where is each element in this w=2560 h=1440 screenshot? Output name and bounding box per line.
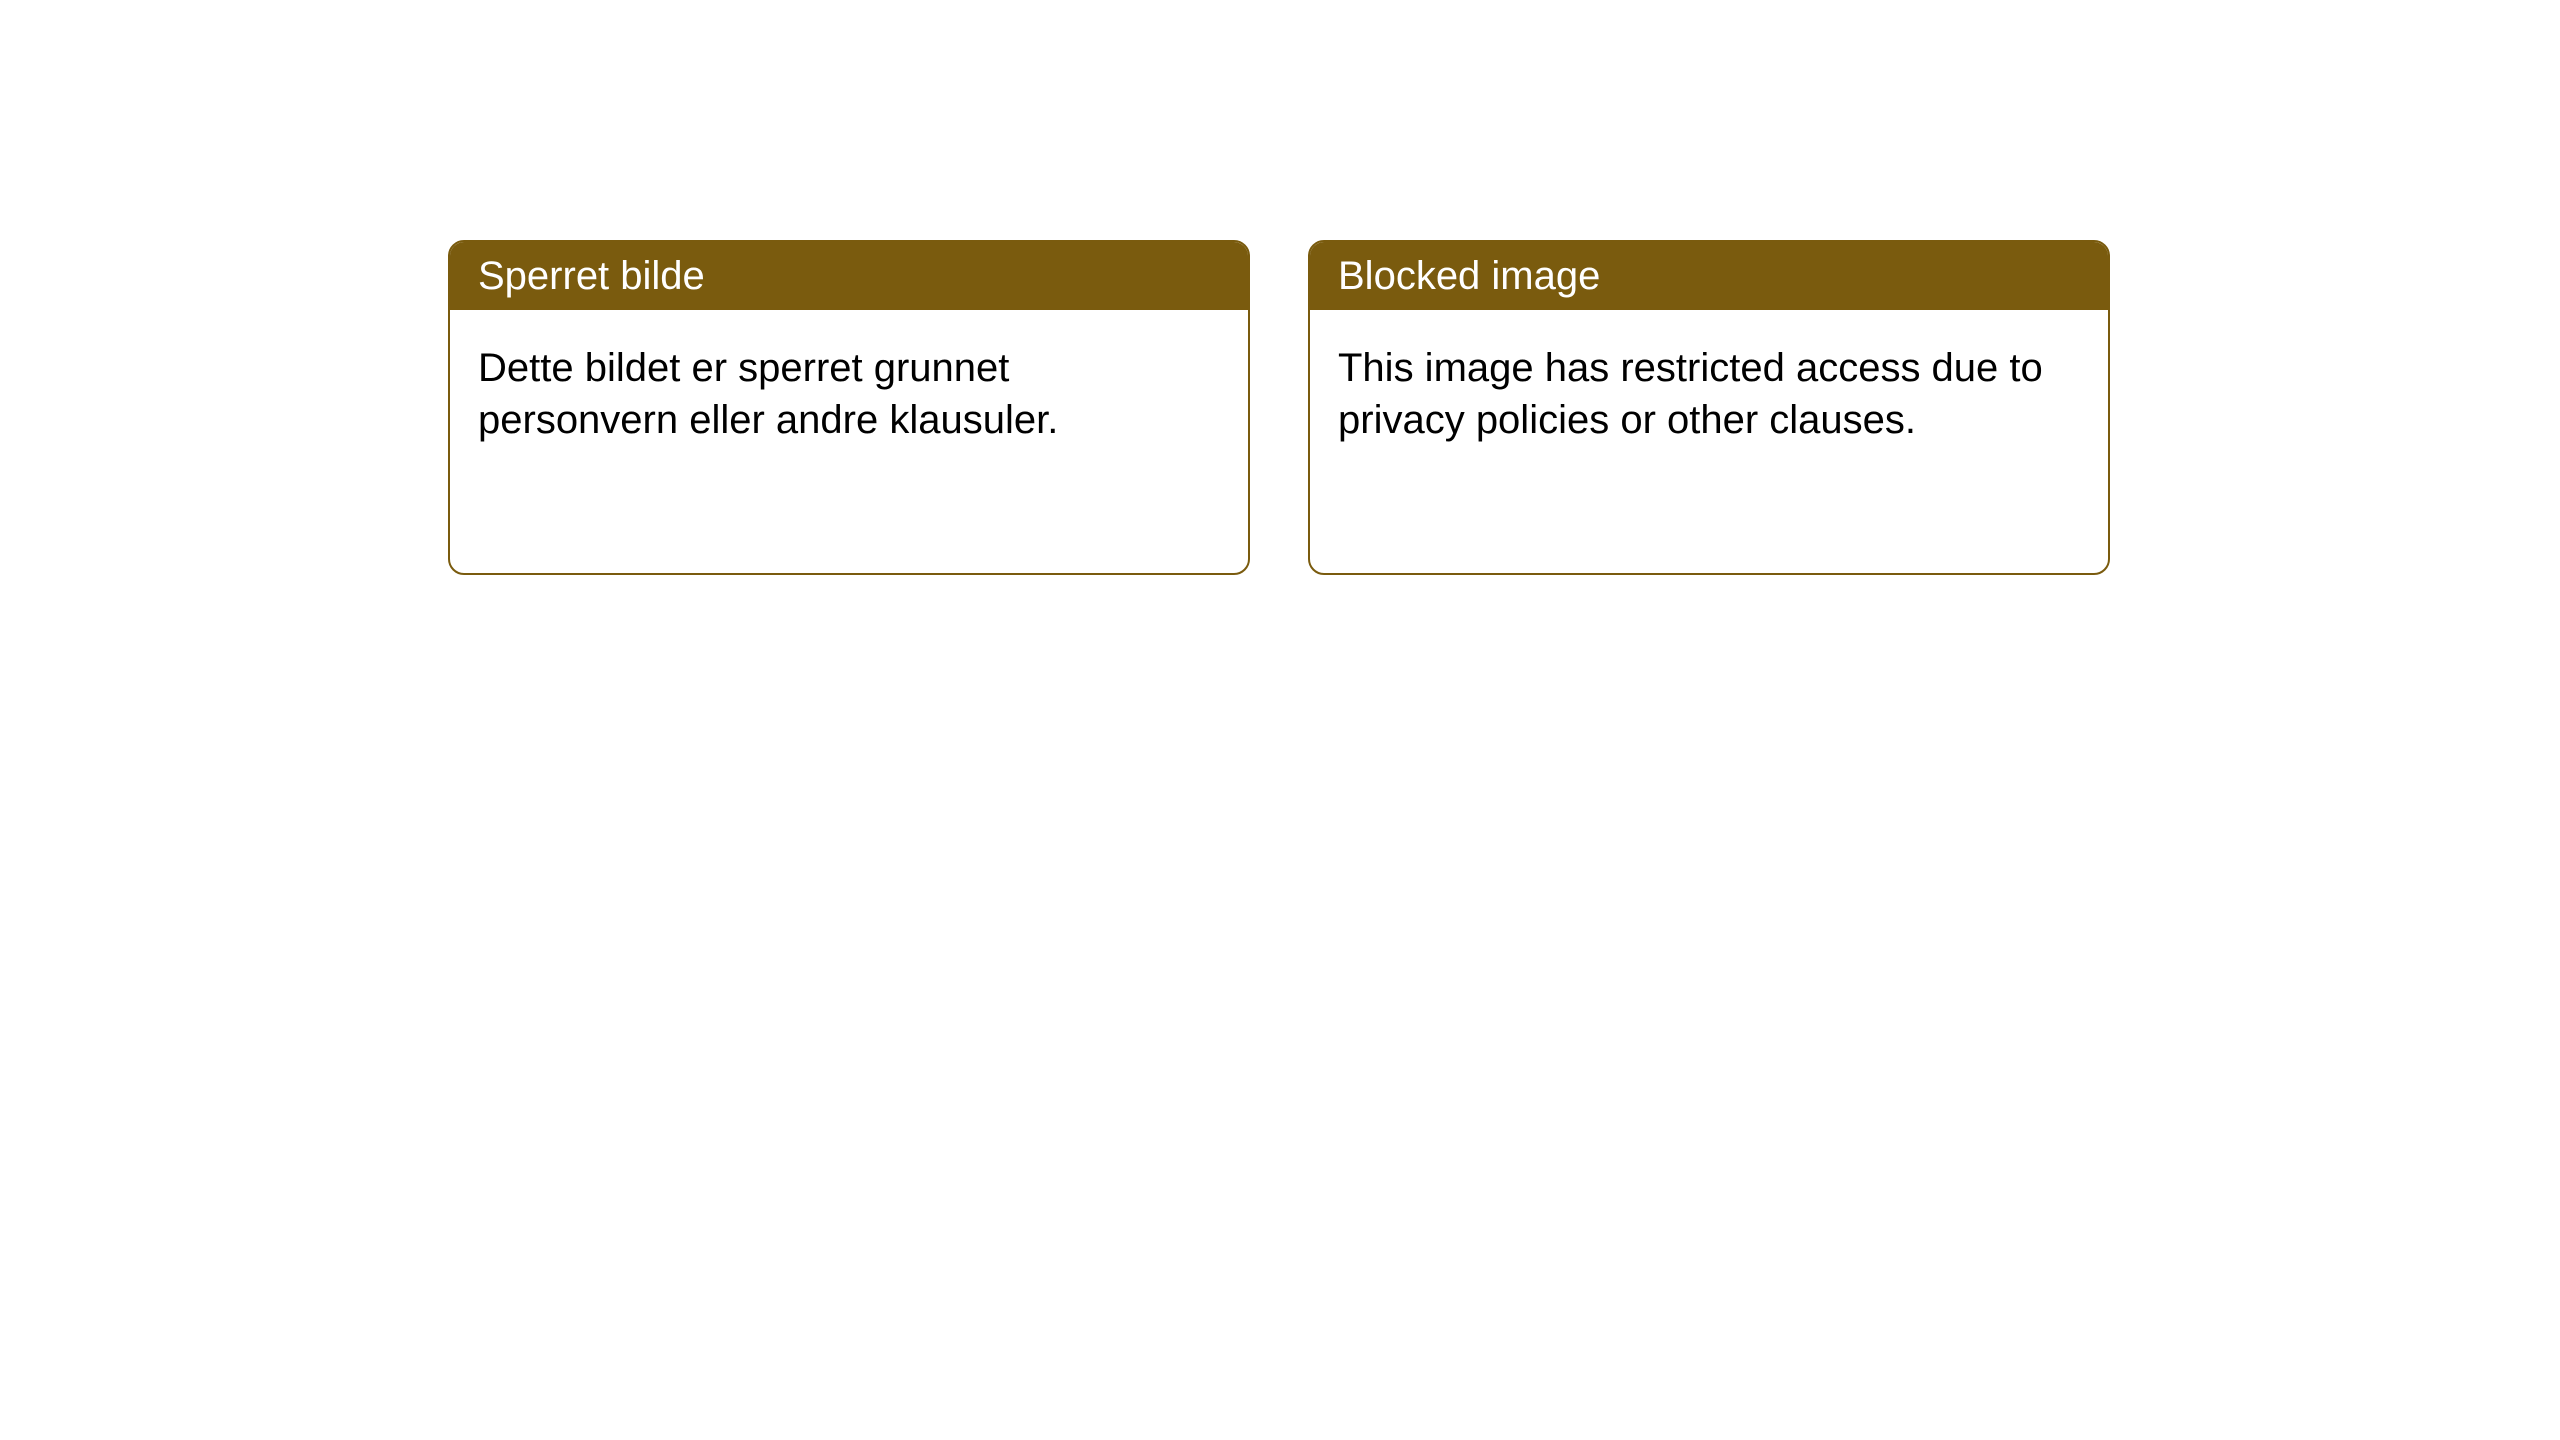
notice-card-norwegian: Sperret bilde Dette bildet er sperret gr…: [448, 240, 1250, 575]
card-header: Sperret bilde: [450, 242, 1248, 310]
card-body: Dette bildet er sperret grunnet personve…: [450, 310, 1248, 573]
card-body: This image has restricted access due to …: [1310, 310, 2108, 573]
card-header: Blocked image: [1310, 242, 2108, 310]
notice-container: Sperret bilde Dette bildet er sperret gr…: [0, 0, 2560, 575]
notice-card-english: Blocked image This image has restricted …: [1308, 240, 2110, 575]
